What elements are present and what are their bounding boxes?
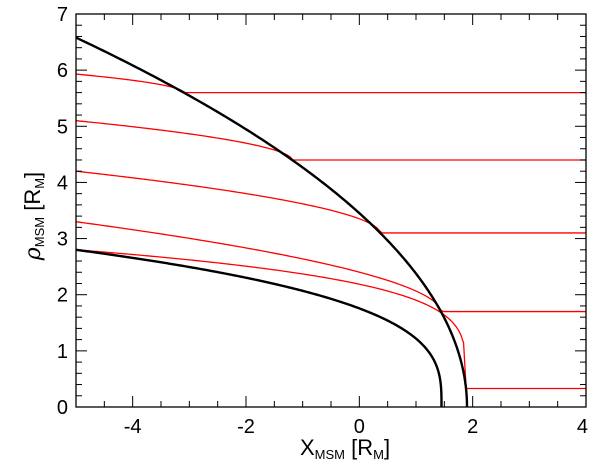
red-field-line — [76, 249, 586, 390]
y-axis-label: ρMSM [RM] — [20, 172, 47, 261]
x-tick-label: -4 — [124, 416, 142, 438]
red-field-line — [76, 73, 586, 94]
plot-area — [76, 36, 586, 407]
red-field-line — [76, 170, 586, 234]
outer-boundary-curve — [76, 36, 469, 407]
y-tick-label: 6 — [57, 60, 68, 82]
y-tick-label: 7 — [57, 4, 68, 26]
x-tick-label: 4 — [577, 416, 588, 438]
y-tick-label: 4 — [57, 172, 68, 194]
y-tick-label: 2 — [57, 285, 68, 307]
y-tick-label: 0 — [57, 397, 68, 419]
y-tick-label: 5 — [57, 116, 68, 138]
plot-curves — [76, 36, 586, 407]
axis-ticks — [75, 13, 587, 408]
inner-boundary-curve — [76, 248, 443, 407]
y-tick-label: 1 — [57, 341, 68, 363]
x-tick-label: 2 — [467, 416, 478, 438]
red-field-line — [76, 221, 586, 313]
y-tick-label: 3 — [57, 229, 68, 251]
x-tick-label: -2 — [237, 416, 255, 438]
plot-frame — [75, 13, 587, 408]
red-field-line — [76, 120, 586, 161]
x-axis-label: XMSM [RM] — [300, 435, 390, 462]
x-tick-label: 0 — [354, 416, 365, 438]
tick-labels: -4 -2 0 2 4 0 1 2 3 4 5 6 7 — [57, 4, 588, 438]
